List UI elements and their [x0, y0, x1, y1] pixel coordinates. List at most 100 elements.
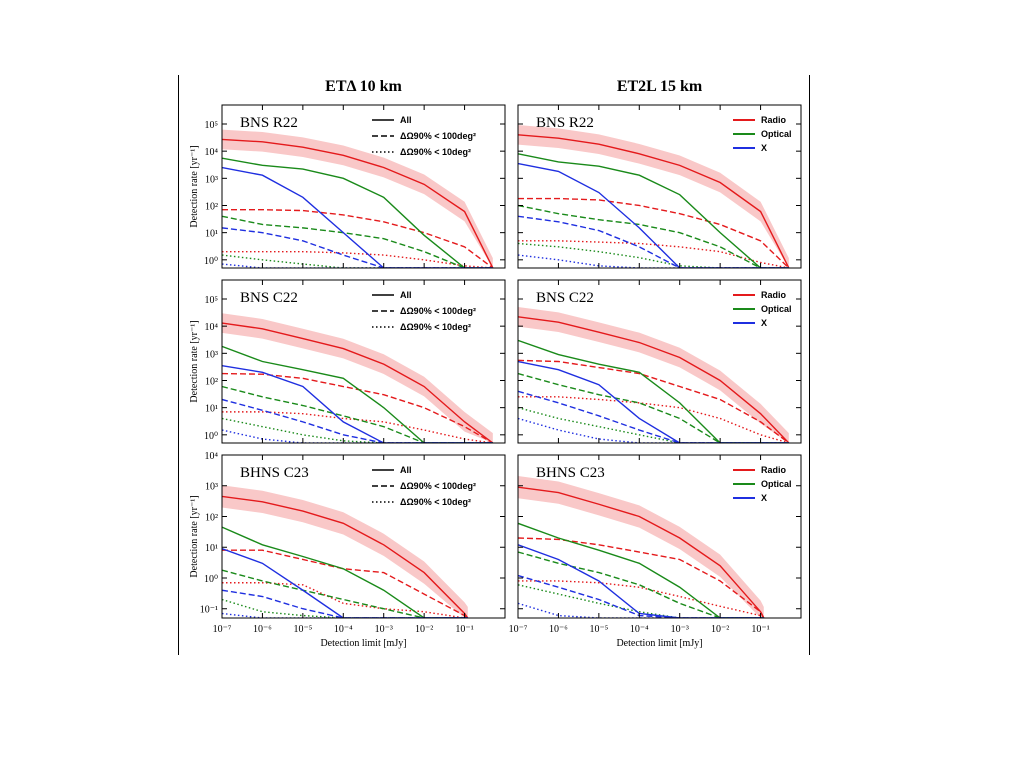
series-line: [518, 134, 790, 268]
series-line: [518, 417, 789, 443]
y-tick-label: 10³: [205, 482, 218, 493]
series-line: [222, 547, 468, 618]
chart-panel-0: 10⁰ 10¹ 10² 10³ 10⁴ 10⁵ BNS R22 All ΔΩ90% < 100d…: [189, 104, 506, 269]
x-axis-label: Detection limit [mJy]: [616, 638, 702, 649]
series-line: [222, 598, 468, 618]
series-line: [222, 365, 493, 443]
chart-panel-5: 10⁻⁷ 10⁻⁶ 10⁻⁵ 10⁻⁴ 10⁻³ 10⁻² 10⁻¹ BHNS C23 Radi…: [509, 454, 802, 649]
x-tick-label: 10⁻¹: [455, 624, 473, 635]
x-tick-label: 10⁻²: [415, 624, 433, 635]
x-tick-label: 10⁻³: [671, 624, 689, 635]
panel-label: BHNS C23: [536, 465, 605, 481]
plot-frame: [221, 104, 506, 269]
y-axis-label: Detection rate [yr⁻¹]: [189, 145, 200, 227]
series-line: [222, 495, 469, 618]
series-line: [222, 250, 493, 268]
series-line: [222, 215, 493, 268]
radio-uncertainty-band: [518, 476, 764, 618]
y-tick-label: 10⁻¹: [200, 605, 218, 616]
legend-label: Optical: [761, 129, 792, 139]
series-line: [222, 589, 468, 618]
x-tick-label: 10⁻¹: [751, 624, 769, 635]
series-line: [222, 569, 468, 618]
y-tick-label: 10²: [205, 376, 218, 387]
series-line: [222, 429, 493, 443]
y-tick-label: 10³: [205, 174, 218, 185]
series-line: [222, 208, 494, 268]
series-line: [518, 360, 789, 443]
series-line: [518, 339, 789, 443]
panel-label: BNS R22: [240, 115, 298, 131]
legend-label: Radio: [761, 115, 787, 125]
y-tick-label: 10²: [205, 512, 218, 523]
series-line: [518, 372, 789, 443]
series-line: [222, 345, 493, 443]
legend-label: ΔΩ90% < 100deg²: [400, 306, 476, 316]
series-line: [518, 359, 790, 443]
x-tick-label: 10⁻²: [711, 624, 729, 635]
x-tick-label: 10⁻⁷: [213, 624, 232, 635]
series-line: [518, 215, 789, 268]
legend-label: ΔΩ90% < 100deg²: [400, 481, 476, 491]
legend-label: ΔΩ90% < 10deg²: [400, 147, 471, 157]
column-title-right: ET2L 15 km: [616, 78, 703, 95]
series-line: [222, 526, 468, 618]
y-tick-label: 10⁰: [204, 256, 218, 267]
y-axis-label: Detection rate [yr⁻¹]: [189, 320, 200, 402]
series-line: [222, 157, 493, 268]
chart-panel-3: BNS C22 Radio Optical X: [517, 279, 802, 444]
series-line: [518, 602, 764, 618]
x-tick-label: 10⁻⁴: [334, 624, 353, 635]
legend-label: All: [400, 290, 412, 300]
plot-frame: [221, 454, 506, 619]
series-line: [518, 240, 789, 268]
series-line: [518, 406, 789, 443]
legend-label: All: [400, 465, 412, 475]
page-rule-left: [178, 75, 179, 655]
legend-label: ΔΩ90% < 100deg²: [400, 131, 476, 141]
y-tick-label: 10³: [205, 349, 218, 360]
series-line: [222, 166, 493, 268]
series-line: [518, 162, 789, 268]
series-line: [222, 138, 494, 268]
legend-label: X: [761, 318, 767, 328]
y-tick-label: 10¹: [205, 229, 218, 240]
x-tick-label: 10⁻⁵: [589, 624, 608, 635]
x-tick-label: 10⁻⁶: [253, 624, 272, 635]
series-line: [518, 551, 764, 618]
series-line: [518, 204, 789, 268]
radio-uncertainty-band: [518, 124, 789, 268]
radio-uncertainty-band: [518, 307, 789, 443]
chart-panel-2: 10⁰ 10¹ 10² 10³ 10⁴ 10⁵ BNS C22 All ΔΩ90% < 100d…: [189, 279, 506, 444]
y-axis-label: Detection rate [yr⁻¹]: [189, 495, 200, 577]
plot-frame: [517, 454, 802, 619]
series-line: [222, 322, 494, 443]
legend-label: ΔΩ90% < 10deg²: [400, 497, 471, 507]
column-title-left: ETΔ 10 km: [325, 78, 402, 95]
chart-panel-1: BNS R22 Radio Optical X: [517, 104, 802, 269]
y-tick-label: 10⁴: [205, 147, 219, 158]
panel-label: BHNS C23: [240, 465, 309, 481]
series-line: [518, 197, 790, 268]
series-line: [518, 396, 790, 443]
x-axis-label: Detection limit [mJy]: [320, 638, 406, 649]
series-line: [222, 385, 493, 443]
legend-label: Optical: [761, 304, 792, 314]
series-line: [222, 227, 493, 268]
plot-frame: [221, 279, 506, 444]
page-rule-right: [809, 75, 810, 655]
series-line: [222, 582, 468, 618]
radio-uncertainty-band: [222, 129, 493, 268]
y-tick-label: 10⁵: [205, 120, 219, 131]
y-tick-label: 10⁰: [204, 431, 218, 442]
series-line: [518, 574, 764, 618]
series-line: [518, 584, 764, 618]
series-line: [222, 549, 469, 618]
legend-label: Radio: [761, 290, 787, 300]
series-line: [518, 522, 764, 618]
series-line: [518, 390, 789, 443]
y-tick-label: 10¹: [205, 543, 218, 554]
series-line: [222, 417, 493, 443]
radio-uncertainty-band: [222, 485, 468, 618]
